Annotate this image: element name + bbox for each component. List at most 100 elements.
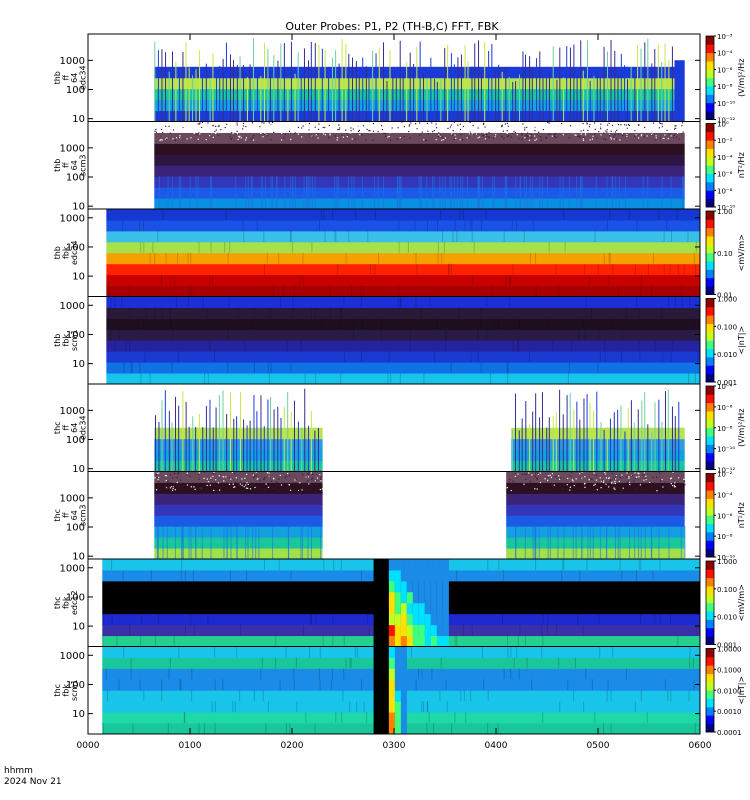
noise-dot [257, 485, 259, 487]
streak [559, 176, 561, 209]
noise-dot [409, 124, 411, 126]
noise-dot [399, 124, 401, 126]
streak [368, 602, 370, 614]
streak [314, 307, 316, 319]
noise-dot [607, 488, 609, 490]
colorbar-step [706, 611, 714, 620]
noise-dot [461, 139, 464, 141]
noise-dot [545, 137, 547, 139]
streak [447, 44, 449, 122]
streak [689, 657, 691, 669]
streak [606, 219, 608, 231]
streak [358, 74, 360, 122]
streak [189, 176, 191, 209]
noise-dot [608, 486, 610, 488]
noise-dot [267, 129, 270, 132]
streak [460, 690, 462, 702]
noise-dot [674, 485, 676, 488]
streak [152, 241, 154, 253]
colorbar-tick-label: 0.0001 [717, 729, 742, 737]
noise-dot [246, 482, 248, 484]
streak [309, 176, 311, 209]
streak [324, 230, 326, 242]
streak [583, 701, 585, 713]
noise-dot [526, 126, 528, 128]
noise-dot [621, 132, 624, 135]
streak [150, 569, 152, 581]
noise-dot [199, 122, 201, 124]
noise-dot [582, 138, 584, 140]
streak [308, 60, 310, 122]
noise-dot [524, 473, 526, 475]
noise-dot [263, 122, 265, 124]
streak [624, 431, 626, 472]
streak [610, 723, 612, 734]
streak [548, 72, 550, 122]
noise-dot [572, 132, 574, 134]
colorbar-step [706, 165, 714, 174]
noise-dot [280, 484, 283, 486]
noise-dot [262, 128, 264, 130]
band-3 [106, 340, 700, 352]
streak [507, 646, 509, 658]
noise-dot [315, 129, 317, 131]
streak [689, 646, 691, 658]
noise-dot [662, 486, 664, 488]
streak [294, 73, 296, 122]
noise-dot [283, 137, 285, 139]
noise-dot [642, 474, 644, 476]
streak [469, 219, 471, 231]
event-cell [424, 580, 431, 593]
streak [497, 318, 499, 330]
streak [219, 66, 221, 122]
streak [517, 635, 519, 647]
streak [278, 252, 280, 264]
noise-dot [607, 124, 609, 126]
noise-dot [435, 127, 438, 129]
noise-dot [322, 483, 324, 485]
noise-dot [554, 133, 556, 135]
noise-dot [165, 138, 168, 140]
streak [297, 421, 299, 472]
noise-dot [203, 477, 205, 479]
streak [427, 701, 429, 713]
event-cell [442, 635, 449, 647]
streak [507, 373, 509, 384]
noise-dot [174, 129, 176, 131]
noise-dot [578, 135, 580, 137]
streak [578, 591, 580, 603]
noise-dot [600, 128, 602, 130]
noise-dot [294, 127, 296, 130]
streak [589, 274, 591, 286]
event-cell [418, 602, 425, 615]
streak [290, 230, 292, 242]
streak [164, 390, 166, 472]
noise-dot [527, 135, 529, 138]
panel-label-line: scm1 [70, 680, 79, 701]
streak [123, 362, 125, 374]
streak [229, 241, 231, 253]
streak [409, 329, 411, 341]
noise-dot [658, 472, 661, 474]
streak [497, 591, 499, 603]
noise-dot [210, 477, 212, 479]
colorbar-tick-label: 0.010 [717, 614, 737, 622]
noise-dot [586, 131, 588, 133]
noise-dot [182, 126, 184, 129]
noise-dot [431, 131, 434, 133]
noise-dot [338, 124, 340, 126]
noise-dot [239, 135, 241, 137]
noise-dot [401, 121, 403, 123]
streak [613, 412, 615, 472]
noise-dot [508, 486, 510, 488]
colorbar-label: (V/m)²/Hz [737, 59, 746, 97]
streak [429, 296, 431, 308]
noise-dot [302, 125, 304, 127]
noise-dot [518, 138, 520, 140]
streak [303, 48, 305, 122]
noise-dot [208, 131, 211, 133]
colorbar-step [706, 540, 714, 550]
streak [310, 411, 312, 472]
streak [575, 526, 577, 559]
noise-dot [358, 125, 360, 127]
